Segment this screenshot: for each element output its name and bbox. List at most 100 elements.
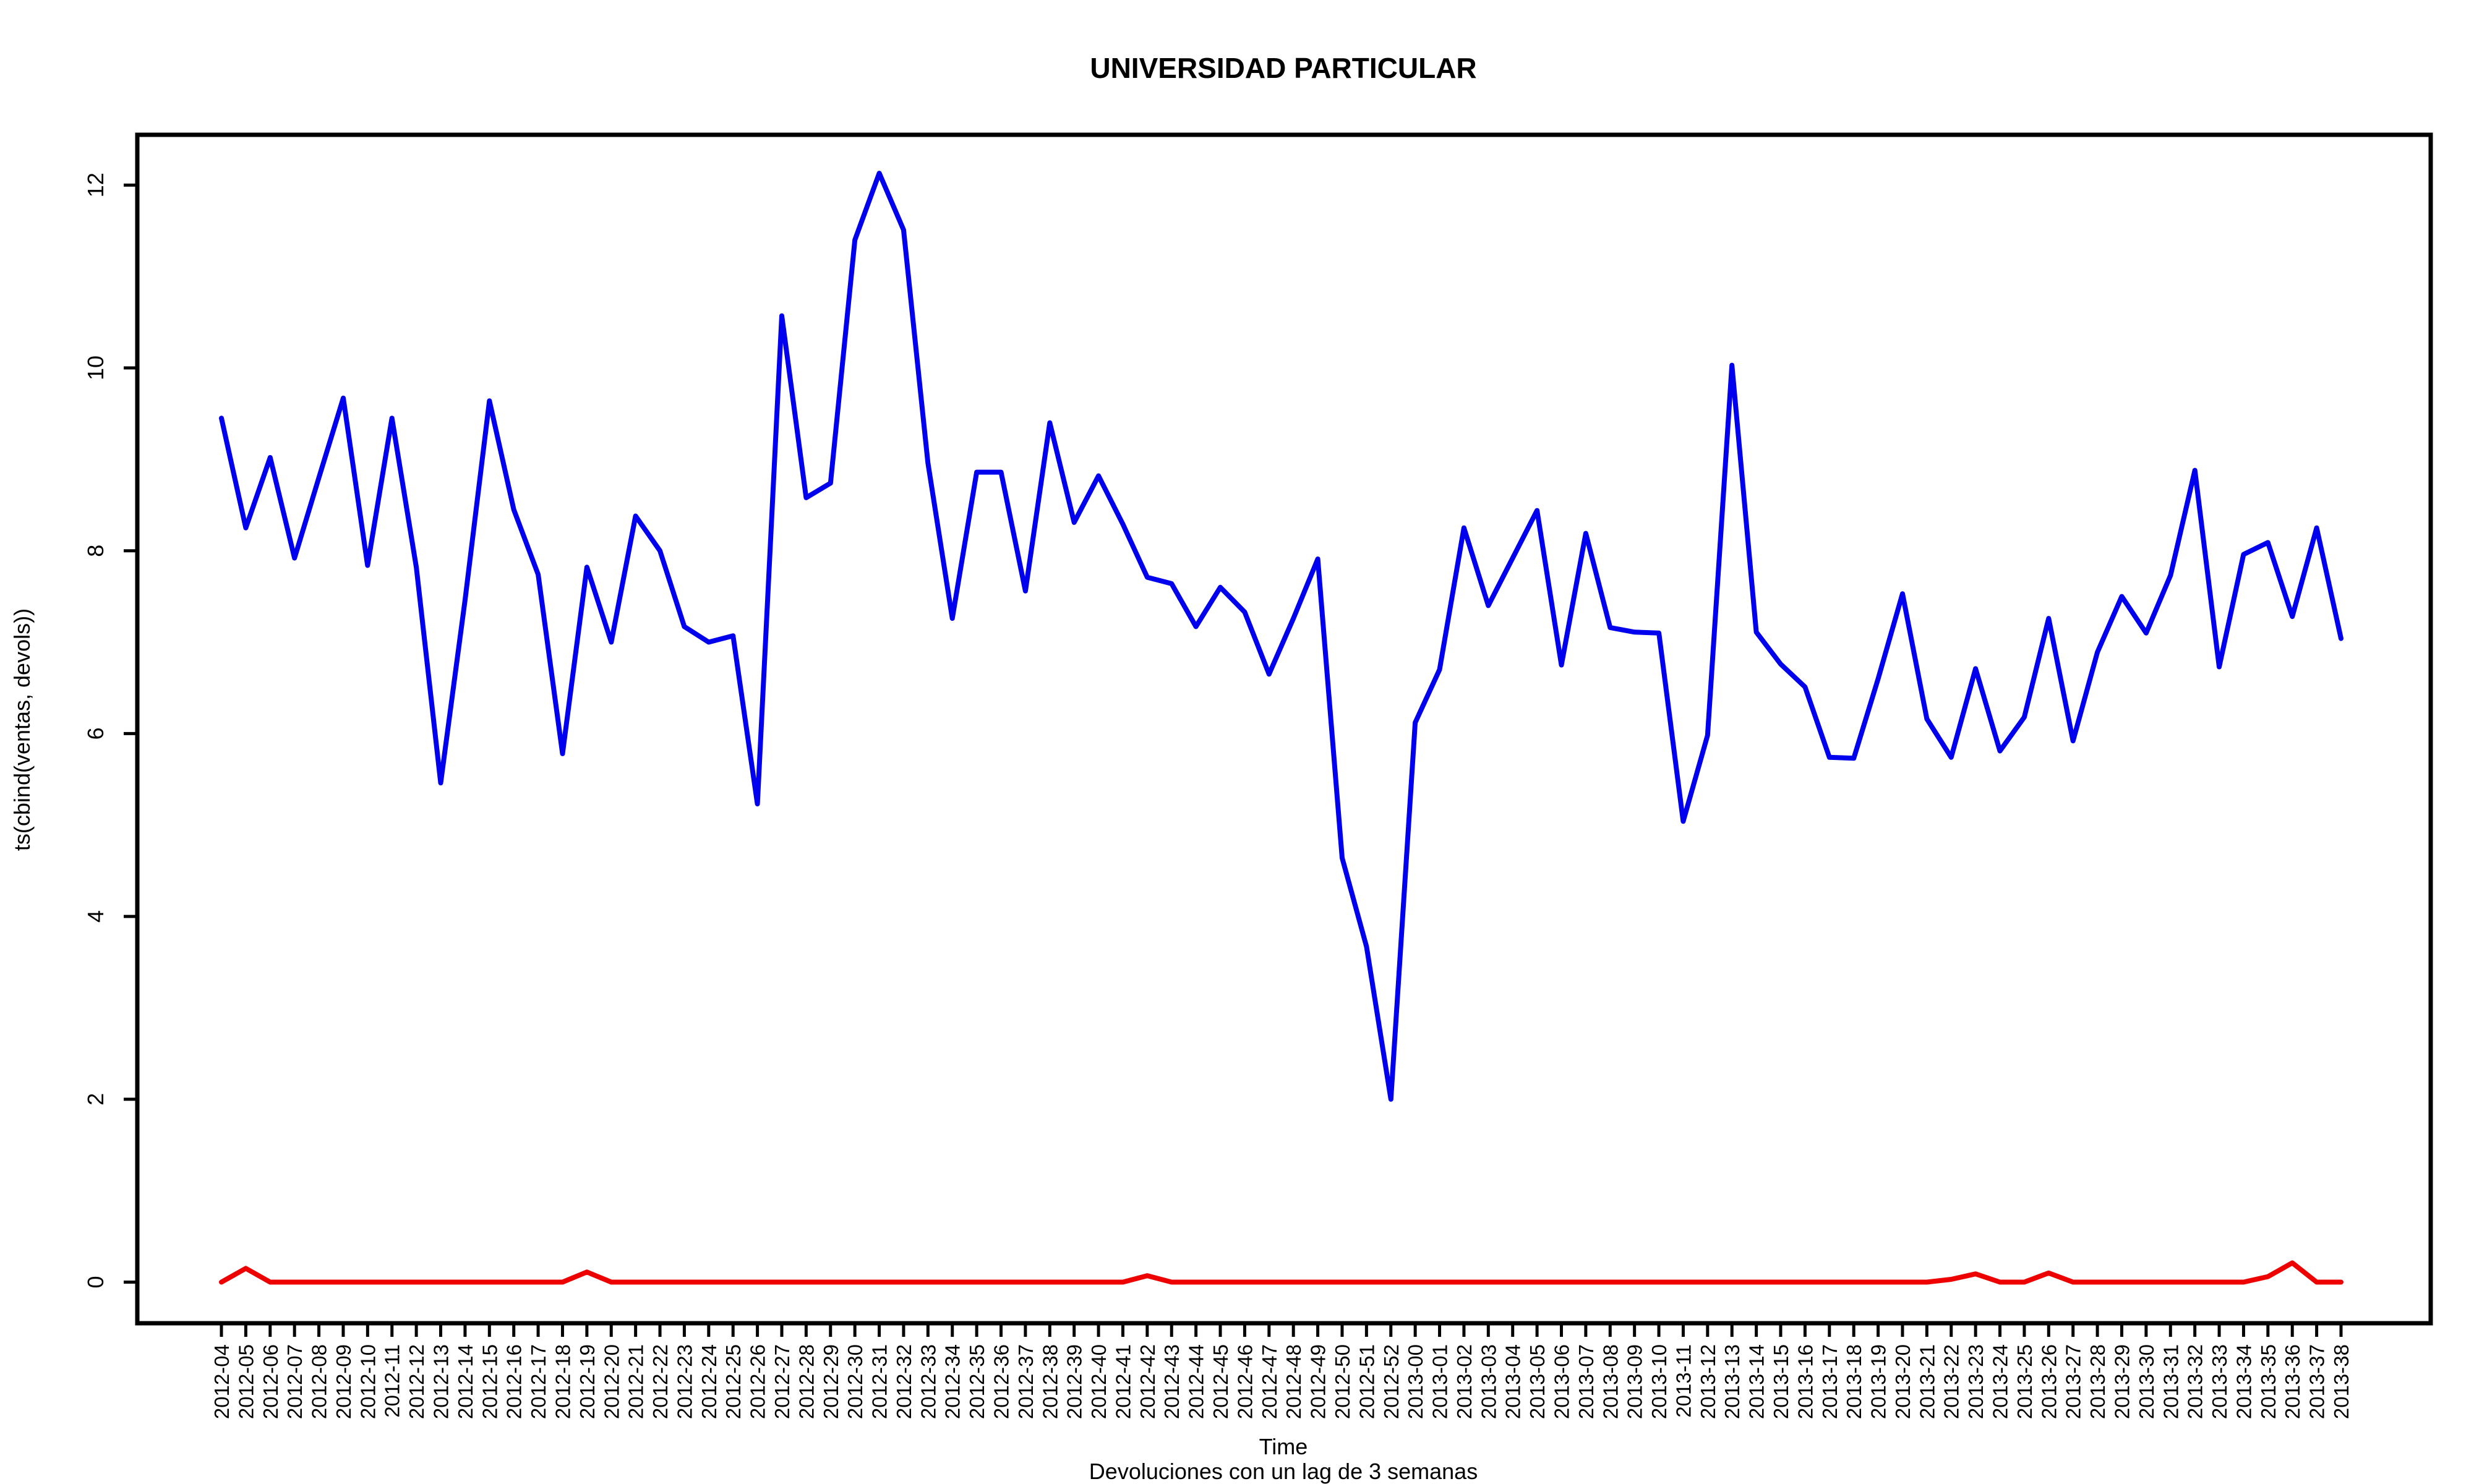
x-tick-label: 2013-19	[1867, 1344, 1890, 1419]
x-tick-label: 2012-51	[1355, 1344, 1378, 1419]
x-tick-label: 2012-44	[1185, 1344, 1208, 1419]
x-tick-label: 2013-26	[2037, 1344, 2060, 1419]
y-axis-label: ts(cbind(ventas, devols))	[9, 608, 35, 851]
x-tick-label: 2012-10	[356, 1344, 379, 1419]
x-tick-label: 2012-17	[527, 1344, 550, 1419]
x-tick-label: 2013-31	[2159, 1344, 2182, 1419]
x-tick-label: 2012-21	[625, 1344, 648, 1419]
x-tick-label: 2012-27	[771, 1344, 794, 1419]
x-tick-label: 2012-11	[381, 1344, 404, 1418]
x-tick-label: 2013-18	[1843, 1344, 1865, 1419]
x-tick-label: 2012-07	[283, 1344, 306, 1419]
x-tick-label: 2013-13	[1721, 1344, 1744, 1419]
x-tick-label: 2013-08	[1599, 1344, 1622, 1419]
x-tick-label: 2013-21	[1915, 1344, 1938, 1419]
chart-title: UNIVERSIDAD PARTICULAR	[1090, 52, 1476, 84]
x-tick-label: 2013-17	[1818, 1344, 1841, 1419]
x-tick-label: 2013-01	[1429, 1344, 1452, 1419]
x-tick-label: 2013-24	[1989, 1344, 2012, 1419]
x-tick-label: 2012-52	[1380, 1344, 1403, 1419]
x-tick-label: 2012-38	[1038, 1344, 1061, 1419]
x-tick-label: 2012-13	[430, 1344, 453, 1419]
x-tick-label: 2012-37	[1014, 1344, 1037, 1419]
x-tick-label: 2012-05	[234, 1344, 257, 1419]
x-axis-label: Time	[1259, 1434, 1308, 1459]
x-tick-label: 2013-11	[1672, 1344, 1695, 1418]
x-tick-label: 2012-42	[1136, 1344, 1159, 1419]
x-tick-label: 2013-04	[1502, 1344, 1525, 1419]
x-tick-label: 2012-30	[844, 1344, 867, 1419]
x-tick-label: 2012-46	[1233, 1344, 1256, 1419]
x-tick-label: 2013-16	[1794, 1344, 1817, 1419]
x-tick-label: 2013-12	[1697, 1344, 1719, 1419]
chart-subtitle: Devoluciones con un lag de 3 semanas	[1089, 1459, 1478, 1484]
x-tick-label: 2012-28	[795, 1344, 818, 1419]
x-tick-label: 2013-09	[1624, 1344, 1646, 1419]
x-tick-label: 2012-09	[332, 1344, 355, 1419]
series-line-devols	[219, 1260, 2343, 1285]
x-tick-label: 2012-04	[210, 1344, 233, 1419]
x-tick-label: 2012-50	[1331, 1344, 1354, 1419]
x-tick-label: 2012-18	[551, 1344, 574, 1419]
x-tick-label: 2012-33	[917, 1344, 940, 1419]
y-axis: 0 2 4 6 8 10 12	[83, 173, 137, 1288]
x-tick-label: 2012-12	[405, 1344, 428, 1419]
x-tick-label: 2013-20	[1891, 1344, 1914, 1419]
x-tick-label: 2012-45	[1209, 1344, 1232, 1419]
x-tick-label: 2013-27	[2062, 1344, 2085, 1419]
x-tick-label: 2012-08	[308, 1344, 331, 1419]
x-tick-label: 2013-32	[2184, 1344, 2207, 1419]
y-tick-label: 8	[83, 545, 108, 557]
y-tick-label: 10	[83, 356, 108, 380]
x-tick-label: 2013-06	[1550, 1344, 1573, 1419]
x-tick-label: 2012-24	[698, 1344, 721, 1419]
x-tick-label: 2012-19	[576, 1344, 599, 1419]
x-tick-label: 2013-28	[2086, 1344, 2109, 1419]
x-tick-label: 2013-05	[1526, 1344, 1549, 1419]
x-tick-label: 2013-34	[2232, 1344, 2255, 1419]
series-line-ventas	[219, 171, 2343, 1102]
x-tick-label: 2013-23	[1964, 1344, 1987, 1419]
x-tick-label: 2012-29	[820, 1344, 842, 1419]
x-axis: 2012-04 2012-05 2012-06 2012-07 2012-08 2012-…	[210, 1323, 2353, 1419]
y-tick-label: 4	[83, 910, 108, 923]
x-tick-label: 2012-40	[1087, 1344, 1110, 1419]
x-tick-label: 2012-34	[941, 1344, 964, 1419]
x-tick-label: 2013-38	[2330, 1344, 2353, 1419]
x-tick-label: 2013-10	[1648, 1344, 1671, 1419]
x-tick-label: 2013-03	[1477, 1344, 1500, 1419]
x-tick-label: 2012-39	[1063, 1344, 1086, 1419]
plot-frame	[135, 132, 2433, 1326]
y-tick-label: 0	[83, 1276, 108, 1288]
x-tick-label: 2012-23	[673, 1344, 696, 1419]
x-tick-label: 2013-30	[2135, 1344, 2158, 1419]
x-tick-label: 2012-26	[747, 1344, 769, 1419]
x-tick-label: 2012-22	[649, 1344, 672, 1419]
x-tick-label: 2012-36	[990, 1344, 1013, 1419]
x-tick-label: 2013-07	[1575, 1344, 1598, 1419]
x-tick-label: 2013-35	[2257, 1344, 2280, 1419]
x-tick-label: 2012-31	[868, 1344, 891, 1419]
x-tick-label: 2013-22	[1940, 1344, 1963, 1419]
x-tick-label: 2012-06	[259, 1344, 282, 1419]
y-tick-label: 12	[83, 173, 108, 197]
x-tick-label: 2012-41	[1111, 1344, 1134, 1419]
x-tick-label: 2013-29	[2110, 1344, 2133, 1419]
y-tick-label: 6	[83, 727, 108, 740]
series-layer	[219, 171, 2343, 1285]
x-tick-label: 2012-15	[478, 1344, 501, 1419]
x-tick-label: 2012-20	[600, 1344, 623, 1419]
x-tick-label: 2013-33	[2208, 1344, 2231, 1419]
x-tick-label: 2013-00	[1404, 1344, 1427, 1419]
x-tick-label: 2013-02	[1453, 1344, 1476, 1419]
x-tick-label: 2013-36	[2281, 1344, 2304, 1419]
x-tick-label: 2012-43	[1160, 1344, 1183, 1419]
x-tick-label: 2012-49	[1307, 1344, 1330, 1419]
x-tick-label: 2012-16	[503, 1344, 526, 1419]
x-tick-label: 2012-48	[1282, 1344, 1305, 1419]
x-tick-label: 2012-25	[722, 1344, 745, 1419]
x-tick-label: 2013-37	[2306, 1344, 2329, 1419]
y-tick-label: 2	[83, 1093, 108, 1106]
x-tick-label: 2012-35	[965, 1344, 988, 1419]
